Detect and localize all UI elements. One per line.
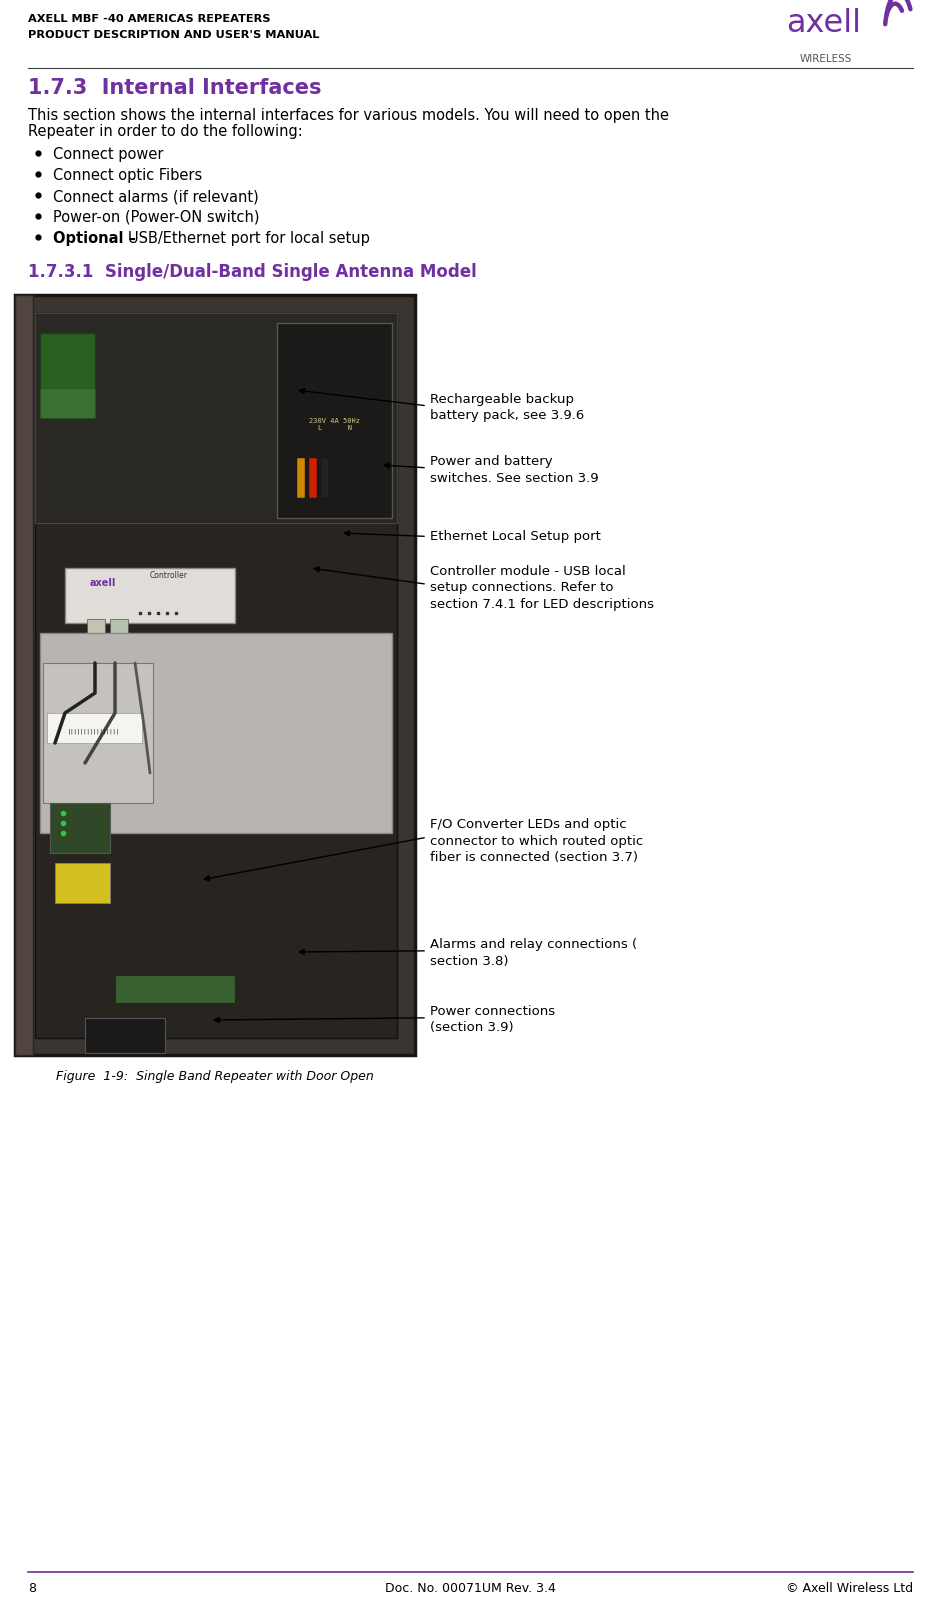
Text: AXELL MBF -40 AMERICAS REPEATERS: AXELL MBF -40 AMERICAS REPEATERS [28, 14, 270, 24]
Text: Alarms and relay connections (
section 3.8): Alarms and relay connections ( section 3… [430, 938, 637, 967]
Bar [40, 334, 95, 412]
Text: Controller module - USB local
setup connections. Refer to
section 7.4.1 for LED : Controller module - USB local setup conn… [430, 565, 654, 611]
Bar [85, 1019, 165, 1052]
Bar [321, 459, 329, 497]
Text: F/O Converter LEDs and optic
connector to which routed optic
fiber is connected : F/O Converter LEDs and optic connector t… [430, 818, 644, 865]
Text: WIRELESS: WIRELESS [800, 55, 853, 64]
Text: Figure  1-9:  Single Band Repeater with Door Open: Figure 1-9: Single Band Repeater with Do… [56, 1070, 374, 1083]
Bar [55, 863, 110, 903]
Bar [40, 388, 95, 419]
Bar [40, 634, 392, 832]
Text: 230V 4A 50Hz
L      N: 230V 4A 50Hz L N [310, 419, 360, 431]
Text: PRODUCT DESCRIPTION AND USER'S MANUAL: PRODUCT DESCRIPTION AND USER'S MANUAL [28, 30, 319, 40]
Text: axell: axell [90, 577, 117, 589]
Text: Repeater in order to do the following:: Repeater in order to do the following: [28, 124, 303, 140]
Text: Connect optic Fibers: Connect optic Fibers [53, 168, 202, 183]
Text: Connect power: Connect power [53, 148, 164, 162]
Bar [50, 804, 110, 853]
Bar [65, 568, 235, 622]
Bar [43, 662, 153, 804]
Text: USB/Ethernet port for local setup: USB/Ethernet port for local setup [128, 231, 370, 245]
Bar [115, 975, 235, 1002]
Text: Optional –: Optional – [53, 231, 141, 245]
Text: axell: axell [786, 8, 861, 38]
Bar [47, 714, 142, 743]
Text: 1.7.3  Internal Interfaces: 1.7.3 Internal Interfaces [28, 79, 322, 98]
Bar [110, 619, 128, 634]
Bar [35, 313, 397, 523]
Text: © Axell Wireless Ltd: © Axell Wireless Ltd [786, 1582, 913, 1594]
Text: ||||||||||||||||: |||||||||||||||| [68, 728, 120, 733]
Text: Doc. No. 00071UM Rev. 3.4: Doc. No. 00071UM Rev. 3.4 [385, 1582, 556, 1594]
Text: Ethernet Local Setup port: Ethernet Local Setup port [430, 529, 601, 544]
Text: Controller: Controller [150, 571, 188, 581]
Text: Power connections
(section 3.9): Power connections (section 3.9) [430, 1006, 555, 1035]
Bar [309, 459, 317, 497]
Bar [87, 619, 105, 634]
Bar [15, 295, 33, 1055]
Text: This section shows the internal interfaces for various models. You will need to : This section shows the internal interfac… [28, 107, 669, 124]
Text: 1.7.3.1  Single/Dual-Band Single Antenna Model: 1.7.3.1 Single/Dual-Band Single Antenna … [28, 263, 477, 281]
Bar [15, 295, 415, 1055]
Text: Power-on (Power-ON switch): Power-on (Power-ON switch) [53, 210, 260, 225]
Text: Power and battery
switches. See section 3.9: Power and battery switches. See section … [430, 456, 598, 484]
Bar [277, 322, 392, 518]
Bar [297, 459, 305, 497]
Text: Connect alarms (if relevant): Connect alarms (if relevant) [53, 189, 259, 204]
Text: 8: 8 [28, 1582, 36, 1594]
Text: Rechargeable backup
battery pack, see 3.9.6: Rechargeable backup battery pack, see 3.… [430, 393, 584, 422]
Bar [35, 313, 397, 1038]
